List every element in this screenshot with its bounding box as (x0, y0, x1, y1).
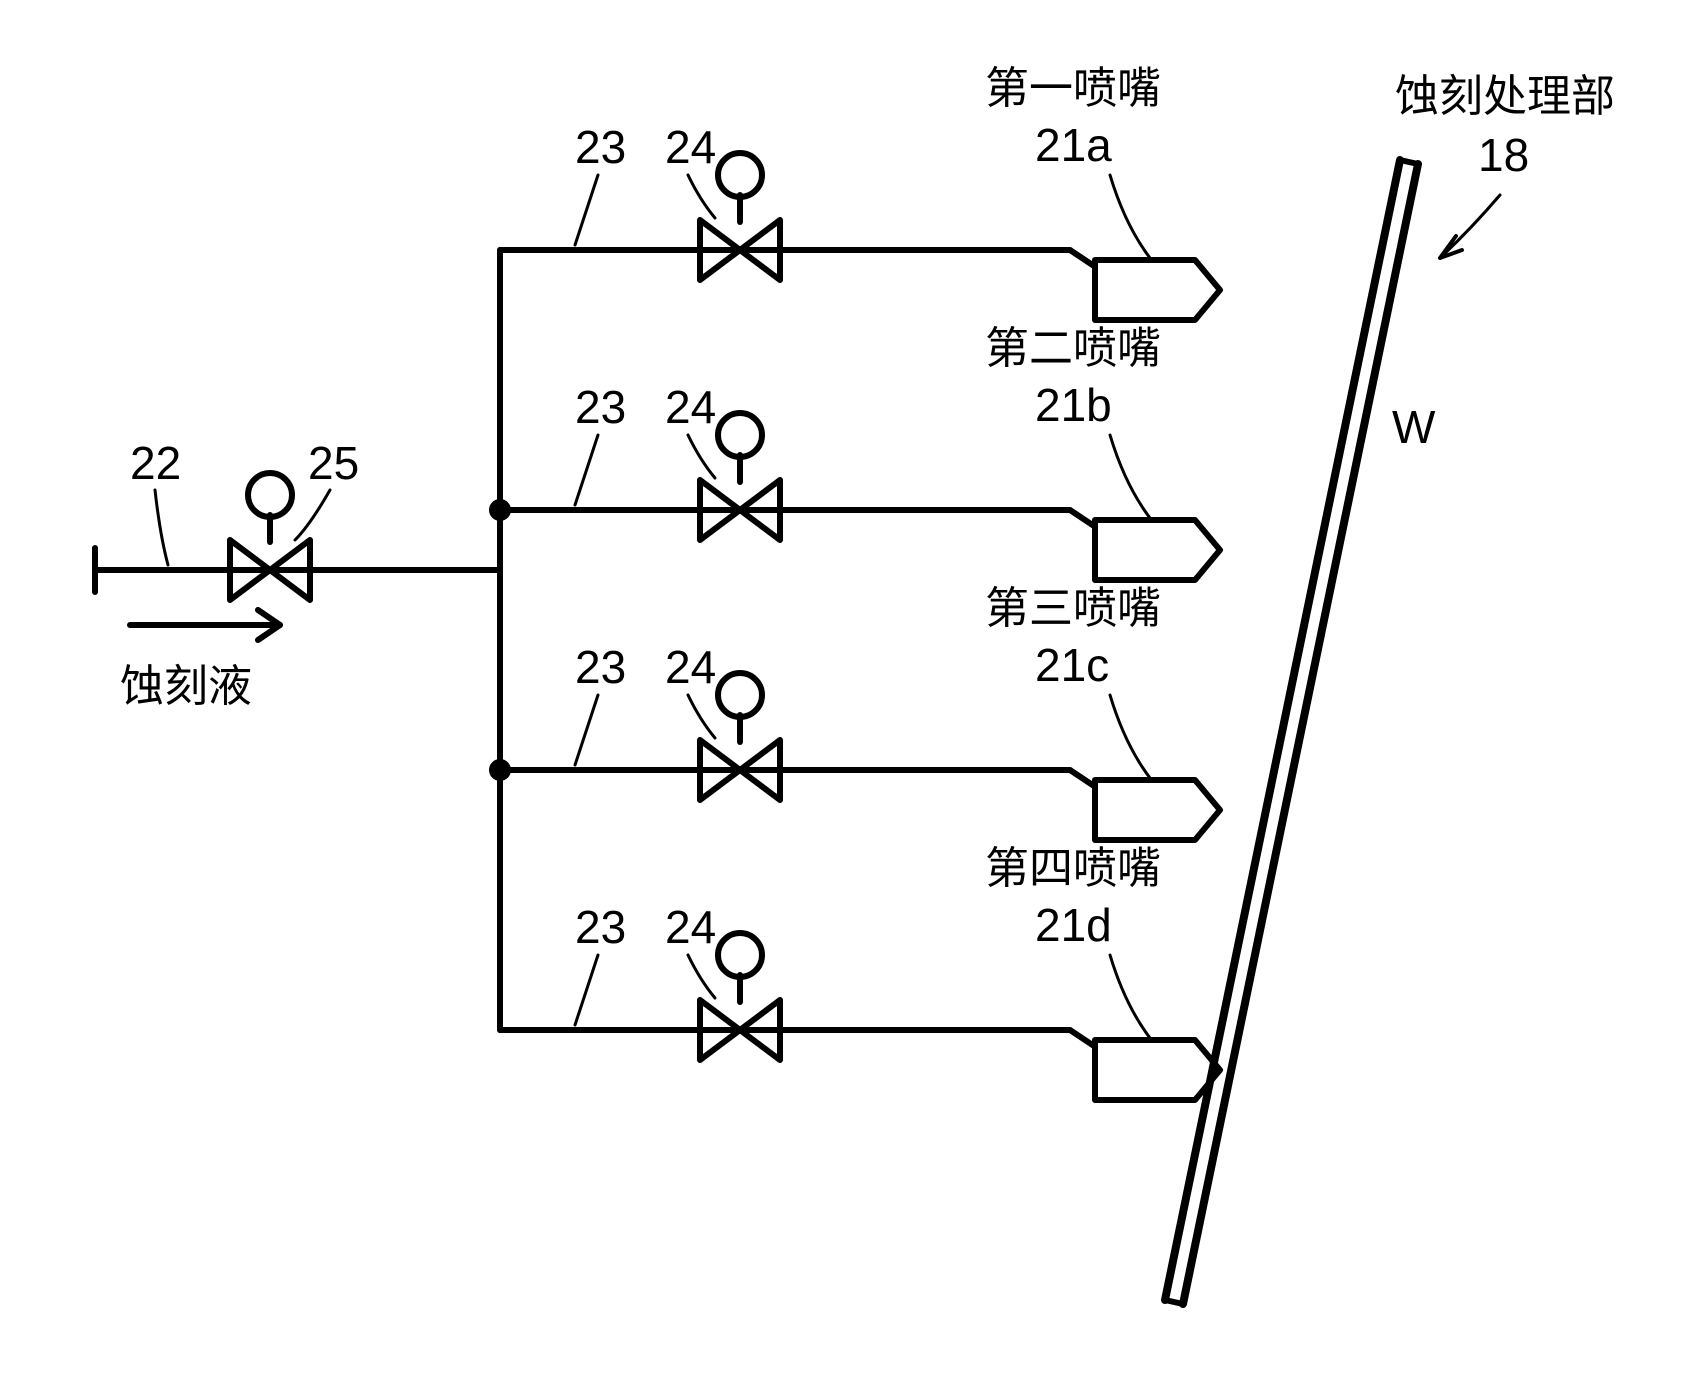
nozzle-1-ref: 21a (1035, 118, 1112, 172)
nozzle-icon-2 (1070, 510, 1220, 580)
nozzle-4-ref: 21d (1035, 898, 1112, 952)
flow-arrow-icon (130, 610, 280, 640)
main-valve-ref: 25 (308, 436, 359, 490)
nozzle-1-label: 第一喷嘴 (985, 52, 1161, 116)
branch-2-ref: 23 (575, 380, 626, 434)
fluid-label: 蚀刻液 (120, 650, 252, 714)
branch-4-valve-ref: 24 (665, 900, 716, 954)
branch-4-ref: 23 (575, 900, 626, 954)
main-pipe-ref: 22 (130, 436, 181, 490)
nozzle-4-label: 第四喷嘴 (985, 832, 1161, 896)
substrate-label: W (1392, 400, 1435, 454)
section-ref: 18 (1478, 128, 1529, 182)
piping-diagram (0, 0, 1693, 1392)
branch-3-valve-ref: 24 (665, 640, 716, 694)
nozzle-icon-3 (1070, 770, 1220, 840)
branch-3-ref: 23 (575, 640, 626, 694)
nozzle-3-label: 第三喷嘴 (985, 572, 1161, 636)
substrate-bar (1165, 160, 1418, 1304)
nozzle-icon-4 (1070, 1030, 1220, 1100)
nozzle-icon-1 (1070, 250, 1220, 320)
branch-1-valve-ref: 24 (665, 120, 716, 174)
branch-2-valve-ref: 24 (665, 380, 716, 434)
nozzle-3-ref: 21c (1035, 638, 1109, 692)
section-label: 蚀刻处理部 (1395, 60, 1615, 124)
nozzle-2-label: 第二喷嘴 (985, 312, 1161, 376)
nozzle-2-ref: 21b (1035, 378, 1112, 432)
branch-1-ref: 23 (575, 120, 626, 174)
